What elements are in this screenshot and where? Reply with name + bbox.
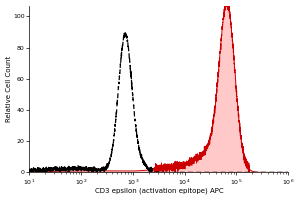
Y-axis label: Relative Cell Count: Relative Cell Count — [6, 56, 12, 122]
X-axis label: CD3 epsilon (activation epitope) APC: CD3 epsilon (activation epitope) APC — [94, 188, 223, 194]
